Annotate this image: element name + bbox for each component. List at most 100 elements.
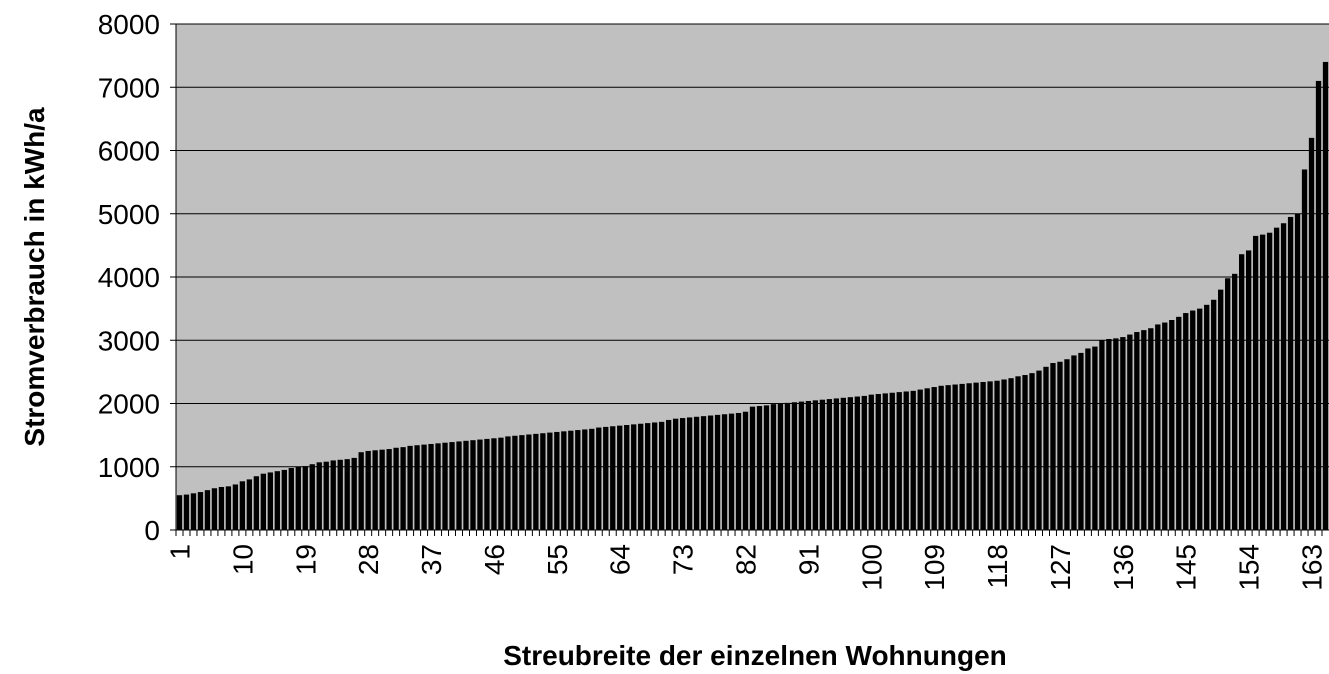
bar xyxy=(896,392,902,530)
bar xyxy=(540,433,546,530)
bar xyxy=(295,466,301,530)
bar xyxy=(889,392,895,530)
bar xyxy=(700,416,707,530)
bar xyxy=(1280,223,1287,531)
bar xyxy=(742,411,749,530)
bar xyxy=(1211,299,1217,530)
bar xyxy=(400,447,406,530)
y-tick-label: 0 xyxy=(144,515,160,546)
bar xyxy=(372,450,378,530)
bar xyxy=(1071,355,1077,530)
bar xyxy=(707,415,714,530)
bar xyxy=(798,401,805,530)
bar xyxy=(512,435,518,530)
bar xyxy=(665,419,672,530)
bar xyxy=(1287,216,1294,530)
bar xyxy=(784,402,791,530)
x-tick-label: 82 xyxy=(731,544,762,575)
x-tick-label: 73 xyxy=(668,544,699,575)
bar xyxy=(519,435,525,530)
bar xyxy=(973,382,979,530)
bar xyxy=(218,486,225,530)
bar xyxy=(735,412,742,530)
bar xyxy=(728,413,735,530)
bar xyxy=(477,439,483,530)
x-tick-label: 64 xyxy=(605,544,636,575)
bar xyxy=(344,459,350,530)
bar xyxy=(491,438,497,530)
bar xyxy=(323,461,329,530)
bar xyxy=(756,406,763,530)
bar xyxy=(470,440,476,530)
bar xyxy=(1266,232,1273,530)
bar xyxy=(1078,352,1084,530)
bar xyxy=(903,391,909,530)
bar xyxy=(826,399,833,530)
bar xyxy=(610,426,616,530)
x-tick-label: 55 xyxy=(542,544,573,575)
bar xyxy=(204,490,211,530)
bar xyxy=(1134,332,1140,530)
bar xyxy=(414,445,420,530)
y-tick-label: 4000 xyxy=(98,262,160,293)
bar xyxy=(498,437,504,530)
bar xyxy=(1022,375,1028,530)
bar xyxy=(1043,366,1049,530)
bar xyxy=(1099,340,1105,530)
bar xyxy=(631,424,637,530)
bar xyxy=(575,430,581,530)
y-axis-title: Stromverbrauch in kWh/a xyxy=(19,107,50,447)
bar xyxy=(1252,235,1259,530)
bar xyxy=(337,459,343,530)
bar xyxy=(274,471,280,530)
bar xyxy=(721,414,728,530)
bar xyxy=(1259,234,1266,530)
bar xyxy=(791,402,798,530)
bar xyxy=(770,404,777,530)
bar xyxy=(463,440,469,530)
bar xyxy=(1155,324,1161,530)
y-tick-label: 5000 xyxy=(98,199,160,230)
x-tick-label: 1 xyxy=(164,544,195,560)
bar xyxy=(526,434,532,530)
bar xyxy=(1190,310,1196,530)
bar xyxy=(442,442,448,530)
y-tick-label: 7000 xyxy=(98,72,160,103)
x-tick-label: 28 xyxy=(353,544,384,575)
x-tick-label: 100 xyxy=(856,544,887,591)
bar xyxy=(1092,346,1098,530)
bar xyxy=(1113,338,1119,530)
bar xyxy=(358,452,364,530)
bar xyxy=(505,436,511,530)
bar xyxy=(225,486,232,530)
bar xyxy=(652,422,658,530)
bar xyxy=(281,469,287,530)
bar xyxy=(994,380,1000,530)
y-tick-label: 6000 xyxy=(98,136,160,167)
y-tick-label: 2000 xyxy=(98,389,160,420)
bar xyxy=(1120,337,1126,530)
bar xyxy=(407,445,413,530)
bar xyxy=(959,383,965,530)
bar xyxy=(260,473,267,530)
bar xyxy=(239,481,246,530)
bar xyxy=(693,416,700,530)
x-tick-label: 136 xyxy=(1108,544,1139,591)
bar xyxy=(938,385,944,530)
bar xyxy=(1106,338,1112,530)
bar xyxy=(309,464,315,530)
bar xyxy=(484,438,490,530)
bar xyxy=(351,457,357,530)
bar xyxy=(190,493,197,530)
bar xyxy=(686,417,693,530)
bar xyxy=(1127,334,1133,530)
bar xyxy=(1238,254,1245,531)
bar xyxy=(679,418,686,530)
bar xyxy=(1301,169,1308,530)
bar xyxy=(316,462,322,530)
bar xyxy=(931,387,937,530)
bar xyxy=(1036,370,1042,530)
bar xyxy=(176,495,183,530)
bar xyxy=(749,406,756,530)
bar xyxy=(302,466,308,530)
